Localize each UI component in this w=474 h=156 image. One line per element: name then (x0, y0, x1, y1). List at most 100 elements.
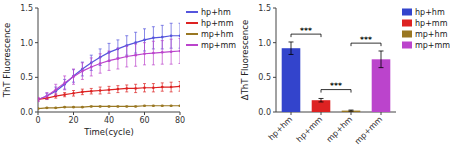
point (143, 86, 146, 89)
error-bar (161, 105, 164, 107)
x-tick (180, 112, 181, 115)
point (99, 105, 102, 108)
point (161, 36, 164, 39)
y-tick-label: 1.5 (20, 4, 33, 13)
point (38, 98, 39, 101)
plot-area (282, 42, 391, 112)
point (134, 105, 137, 108)
point (152, 37, 155, 40)
y-tick (35, 42, 38, 43)
line-chart: 0.00.51.01.5ThT Fluorescence020406080Tim… (2, 4, 236, 137)
point (161, 86, 164, 89)
point (54, 89, 57, 92)
error-bar (45, 93, 48, 99)
point (134, 54, 137, 57)
error-bar (90, 58, 93, 76)
y-tick-label: 0.0 (20, 108, 33, 117)
point (179, 85, 180, 88)
point (125, 87, 128, 90)
x-tick-label: hp+mm (295, 115, 324, 144)
error-bar (143, 105, 146, 107)
x-tick-label: 0 (35, 116, 40, 125)
y-tick-label: 1.5 (258, 4, 271, 13)
x-tick (381, 112, 382, 115)
error-bar (152, 41, 155, 65)
bar (342, 111, 361, 112)
error-bar (54, 84, 57, 95)
legend-label: hp+mm (201, 19, 234, 28)
point (152, 86, 155, 89)
error-bar (63, 93, 66, 97)
y-tick-label: 0.5 (258, 73, 271, 82)
error-bar (289, 42, 294, 54)
point (90, 66, 93, 69)
point (179, 104, 180, 107)
point (170, 50, 173, 53)
point (38, 107, 39, 110)
error-bar (143, 84, 146, 92)
error-bar (99, 87, 102, 94)
x-tick-label: 20 (68, 116, 78, 125)
error-bar (63, 76, 66, 90)
legend-label: mp+hm (415, 30, 448, 39)
x-tick-label: mp+mm (353, 115, 384, 146)
error-bar (179, 39, 181, 64)
error-bar (81, 89, 84, 95)
point (117, 88, 120, 91)
error-bar (72, 91, 75, 97)
y-axis-line (276, 8, 277, 112)
error-bar (81, 63, 84, 80)
legend-swatch (402, 31, 412, 38)
point (81, 70, 84, 73)
series-line (38, 86, 180, 99)
error-bar (125, 85, 128, 92)
legend-swatch (186, 22, 198, 24)
series-line (38, 36, 180, 100)
error-bar (99, 106, 102, 108)
legend-swatch (402, 20, 412, 27)
point (46, 95, 49, 98)
point (108, 59, 111, 62)
point (46, 95, 49, 98)
x-tick-label: 60 (139, 116, 149, 125)
point (179, 34, 180, 37)
error-bar (99, 54, 102, 73)
legend-label: mp+hm (201, 30, 234, 39)
legend-label: mp+mm (201, 41, 236, 50)
error-bar (63, 106, 66, 108)
point (117, 57, 120, 60)
series (38, 23, 180, 101)
y-tick-label: 0.5 (20, 73, 33, 82)
error-bar (90, 88, 93, 94)
error-bar (379, 51, 384, 68)
point (99, 62, 102, 65)
x-tick (73, 112, 74, 115)
point (108, 89, 111, 92)
significance-label: *** (360, 35, 372, 44)
series (38, 81, 180, 100)
error-bar (54, 107, 57, 109)
point (143, 104, 146, 107)
error-bar (170, 39, 173, 64)
error-bar (108, 106, 111, 108)
error-bar (152, 105, 155, 107)
y-tick (273, 77, 276, 78)
point (125, 105, 128, 108)
point (54, 107, 57, 110)
error-bar (116, 106, 119, 108)
significance-label: *** (330, 81, 342, 90)
series (38, 39, 180, 102)
x-tick (109, 112, 110, 115)
point (170, 34, 173, 37)
error-bar (152, 84, 155, 92)
legend-label: hp+hm (415, 8, 445, 17)
error-bar (90, 106, 93, 108)
point (134, 41, 137, 44)
x-tick-label: 80 (175, 116, 185, 125)
point (90, 90, 93, 93)
error-bar (38, 97, 40, 101)
x-tick-label: hp+hm (267, 115, 295, 143)
point (170, 86, 173, 89)
point (143, 39, 146, 42)
error-bar (349, 110, 354, 111)
